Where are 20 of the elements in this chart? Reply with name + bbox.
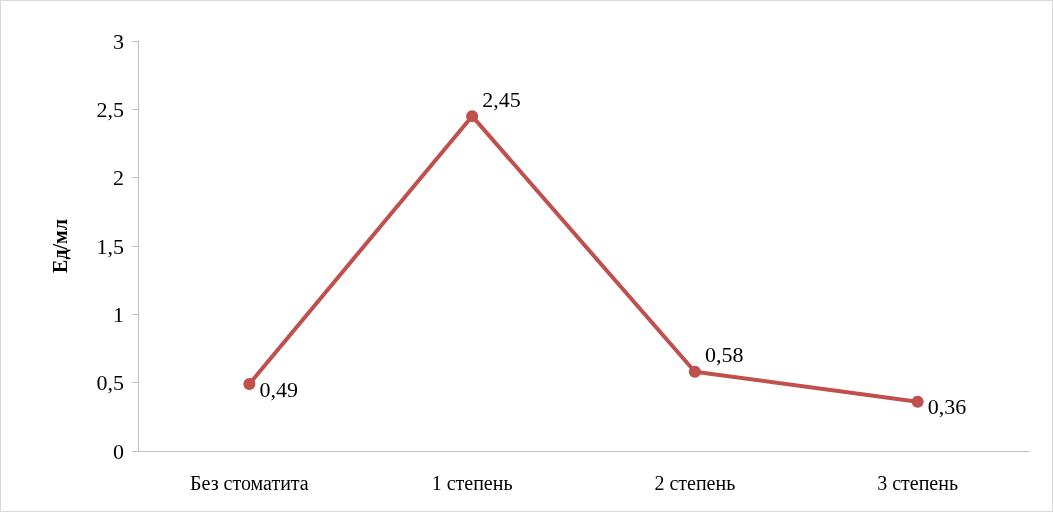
y-tick-label: 2 bbox=[113, 165, 124, 191]
point bbox=[243, 378, 256, 391]
y-tick-label: 0 bbox=[113, 438, 124, 464]
point bbox=[911, 395, 924, 408]
x-tick-label: 2 степень bbox=[654, 472, 736, 494]
data-label: 0,36 bbox=[927, 394, 967, 420]
x-tick-label: 1 степень bbox=[431, 472, 513, 494]
data-label: 0,58 bbox=[704, 342, 744, 368]
data-label: 0,49 bbox=[259, 376, 298, 402]
y-axis-title: Ед/мл bbox=[49, 219, 71, 273]
y-tick-label: 1,5 bbox=[96, 233, 124, 259]
y-tick-label: 0,5 bbox=[96, 370, 124, 396]
y-tick-label: 3 bbox=[113, 28, 124, 54]
point bbox=[688, 365, 701, 378]
x-tick-label: 3 степень bbox=[877, 472, 959, 494]
y-tick-label: 2,5 bbox=[96, 96, 124, 122]
y-tick-label: 1 bbox=[113, 301, 124, 327]
data-label: 2,45 bbox=[482, 86, 521, 112]
point bbox=[466, 110, 479, 123]
x-tick-label: Без стоматита bbox=[190, 472, 309, 494]
